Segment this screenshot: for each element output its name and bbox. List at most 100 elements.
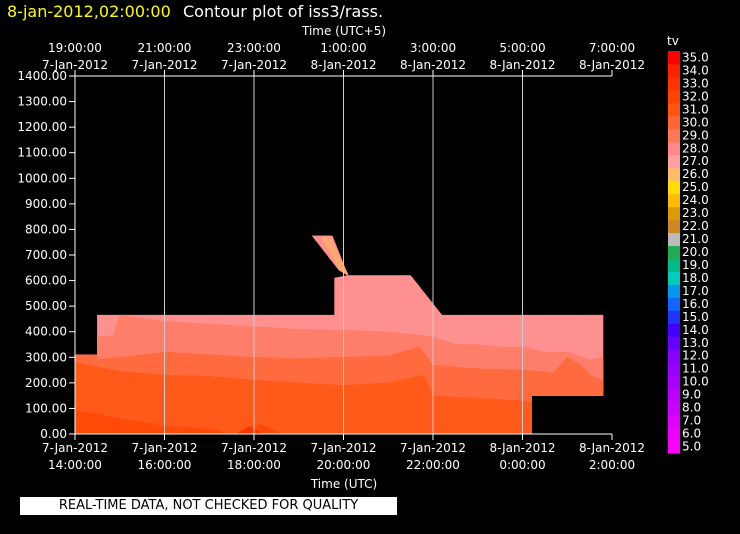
colorbar-swatch-24.0 [668, 193, 680, 208]
contour-region-25-2 [320, 236, 349, 275]
bottom-tick-time: 16:00:00 [138, 458, 192, 472]
colorbar-level-label: 6.0 [682, 427, 701, 441]
top-tick-time: 5:00:00 [499, 41, 545, 55]
bottom-tick-time: 0:00:00 [499, 458, 545, 472]
colorbar-level-label: 33.0 [682, 76, 709, 90]
colorbar-swatch-31.0 [668, 102, 680, 117]
colorbar-swatch-22.0 [668, 219, 680, 234]
colorbar-level-label: 7.0 [682, 414, 701, 428]
colorbar-level-label: 13.0 [682, 336, 709, 350]
colorbar-swatch-34.0 [668, 63, 680, 78]
colorbar-swatch-8.0 [668, 401, 680, 415]
y-tick-label: 200.00 [25, 376, 67, 390]
colorbar-level-label: 19.0 [682, 258, 709, 272]
grid-lines [164, 76, 523, 434]
top-tick-date: 8-Jan-2012 [490, 58, 556, 72]
header-datetime: 8-jan-2012,02:00:00 [7, 2, 171, 21]
y-tick-label: 1100.00 [17, 146, 67, 160]
colorbar: tv 5.06.07.08.09.010.011.012.013.014.015… [667, 34, 709, 454]
y-tick-label: 500.00 [25, 299, 67, 313]
colorbar-swatch-28.0 [668, 141, 680, 156]
colorbar-swatch-27.0 [668, 154, 680, 169]
colorbar-swatch-15.0 [668, 310, 680, 324]
colorbar-swatch-10.0 [668, 375, 680, 389]
top-axis: 19:00:00 7-Jan-2012 21:00:00 7-Jan-2012 23:0… [42, 41, 645, 76]
colorbar-level-label: 31.0 [682, 102, 709, 116]
y-tick-label: 0.00 [40, 427, 67, 441]
colorbar-level-label: 29.0 [682, 128, 709, 142]
colorbar-level-label: 32.0 [682, 89, 709, 103]
bottom-tick-time: 20:00:00 [317, 458, 371, 472]
y-tick-label: 1200.00 [17, 120, 67, 134]
y-tick-label: 700.00 [25, 248, 67, 262]
colorbar-level-label: 16.0 [682, 297, 709, 311]
colorbar-swatch-30.0 [668, 115, 680, 130]
colorbar-level-label: 18.0 [682, 271, 709, 285]
top-tick-time: 3:00:00 [410, 41, 456, 55]
colorbar-swatch-35.0 [668, 51, 680, 65]
colorbar-swatch-13.0 [668, 336, 680, 350]
bottom-axis: 7-Jan-2012 14:00:00 7-Jan-2012 16:00:00 7-Ja… [42, 434, 645, 472]
top-tick-date: 8-Jan-2012 [400, 58, 466, 72]
colorbar-swatch-32.0 [668, 89, 680, 104]
colorbar-swatch-16.0 [668, 297, 680, 311]
colorbar-level-label: 28.0 [682, 141, 709, 155]
contour-region-31-6 [74, 410, 232, 435]
colorbar-label: tv [667, 34, 679, 48]
colorbar-swatch-29.0 [668, 128, 680, 143]
colorbar-swatch-23.0 [668, 206, 680, 221]
bottom-tick-time: 22:00:00 [406, 458, 460, 472]
colorbar-swatch-5.0 [668, 440, 680, 454]
colorbar-swatch-11.0 [668, 362, 680, 376]
y-axis: 0.00 100.00 200.00 300.00 400.00 500.00 600.00… [17, 69, 75, 441]
bottom-tick-date: 8-Jan-2012 [490, 441, 556, 455]
colorbar-level-label: 27.0 [682, 154, 709, 168]
colorbar-swatch-26.0 [668, 167, 680, 182]
top-tick-time: 21:00:00 [138, 41, 192, 55]
contour-regions [74, 235, 604, 435]
bottom-tick-time: 14:00:00 [48, 458, 102, 472]
y-tick-label: 600.00 [25, 274, 67, 288]
quality-banner: REAL-TIME DATA, NOT CHECKED FOR QUALITY [20, 497, 397, 515]
top-tick-date: 8-Jan-2012 [311, 58, 377, 72]
colorbar-swatch-17.0 [668, 284, 680, 298]
colorbar-swatch-33.0 [668, 76, 680, 91]
top-tick-date: 8-Jan-2012 [579, 58, 645, 72]
colorbar-level-label: 26.0 [682, 167, 709, 181]
y-tick-label: 100.00 [25, 401, 67, 415]
y-tick-label: 800.00 [25, 222, 67, 236]
colorbar-swatch-7.0 [668, 414, 680, 428]
colorbar-level-label: 20.0 [682, 245, 709, 259]
bottom-tick-date: 7-Jan-2012 [42, 441, 108, 455]
colorbar-level-label: 21.0 [682, 232, 709, 246]
colorbar-level-label: 22.0 [682, 219, 709, 233]
bottom-tick-date: 8-Jan-2012 [579, 441, 645, 455]
y-tick-label: 300.00 [25, 350, 67, 364]
colorbar-level-label: 10.0 [682, 375, 709, 389]
colorbar-level-label: 17.0 [682, 284, 709, 298]
y-tick-label: 400.00 [25, 325, 67, 339]
bottom-tick-date: 7-Jan-2012 [400, 441, 466, 455]
bottom-tick-date: 7-Jan-2012 [221, 441, 287, 455]
top-tick-date: 7-Jan-2012 [42, 58, 108, 72]
colorbar-level-label: 24.0 [682, 193, 709, 207]
top-tick-date: 7-Jan-2012 [132, 58, 198, 72]
bottom-tick-time: 2:00:00 [589, 458, 635, 472]
colorbar-level-label: 11.0 [682, 362, 709, 376]
y-tick-label: 1400.00 [17, 69, 67, 83]
bottom-axis-label: Time (UTC) [310, 477, 377, 491]
colorbar-level-label: 30.0 [682, 115, 709, 129]
colorbar-swatch-6.0 [668, 427, 680, 441]
bottom-tick-date: 7-Jan-2012 [132, 441, 198, 455]
chart-title: Contour plot of iss3/rass. [183, 2, 383, 21]
colorbar-level-label: 12.0 [682, 349, 709, 363]
top-tick-date: 7-Jan-2012 [221, 58, 287, 72]
colorbar-level-label: 34.0 [682, 63, 709, 77]
top-tick-time: 19:00:00 [48, 41, 102, 55]
colorbar-level-label: 14.0 [682, 323, 709, 337]
colorbar-swatch-9.0 [668, 388, 680, 402]
colorbar-swatch-18.0 [668, 271, 680, 285]
contour-region-30-5 [74, 362, 532, 435]
colorbar-swatch-19.0 [668, 258, 680, 272]
